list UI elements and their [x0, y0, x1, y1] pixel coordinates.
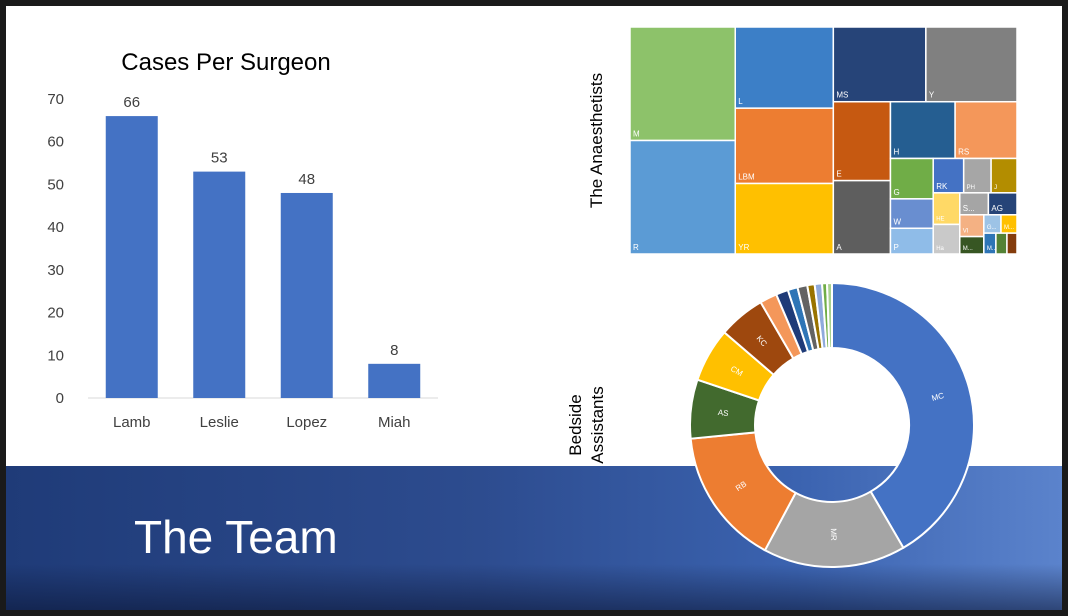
treemap-tile-label: Y: [929, 91, 935, 100]
treemap-tile-label: M...: [987, 246, 997, 252]
treemap-chart: The Anaesthetists M R L LBM YR MS Y E A H RS G W P RK PH…: [587, 26, 1018, 255]
treemap-tile-label: YR: [738, 243, 749, 252]
treemap-tile: [889, 227, 934, 255]
x-tick-label: Lamb: [113, 414, 151, 431]
donut-title-line: Bedside: [566, 394, 585, 455]
treemap-tile: [734, 182, 835, 255]
treemap-tile-label: S...: [963, 204, 975, 213]
donut-slice-label: AS: [717, 408, 729, 418]
treemap-tile-label: J: [994, 185, 997, 191]
treemap-tile-label: H: [893, 147, 899, 156]
treemap-tile-label: W: [893, 217, 901, 226]
treemap-tile-label: HE: [936, 216, 944, 222]
treemap-tile-label: A: [836, 243, 842, 252]
treemap-tile-label: Ha: [936, 246, 944, 252]
treemap-tile: [932, 192, 961, 226]
bar-chart-title: Cases Per Surgeon: [121, 49, 330, 76]
slide: The Team Cases Per Surgeon 0 10 20 30 40 50 60 7…: [6, 6, 1062, 610]
treemap-tile: [629, 26, 736, 142]
y-tick-label: 10: [47, 347, 64, 364]
treemap-tile: [832, 26, 927, 103]
y-tick-label: 50: [47, 176, 64, 193]
bar-lamb: [105, 116, 158, 398]
x-tick-label: Leslie: [200, 414, 239, 431]
bar-lopez: [280, 192, 333, 398]
y-tick-label: 70: [47, 91, 64, 108]
treemap-tile: [932, 223, 961, 255]
donut-title-line: Assistants: [588, 386, 607, 463]
treemap-tile-label: L: [738, 97, 743, 106]
y-tick-label: 30: [47, 262, 64, 279]
donut-slice-label: MR: [829, 528, 838, 541]
y-tick-label: 40: [47, 219, 64, 236]
treemap-tile-label: M...: [1004, 225, 1014, 231]
treemap-tile-label: LBM: [738, 172, 755, 181]
treemap-tile: [629, 139, 736, 255]
bar-value-label: 48: [298, 171, 315, 188]
treemap-tile-label: M: [633, 130, 640, 139]
treemap-tile: [889, 157, 934, 200]
donut-slice-label: MC: [931, 391, 946, 403]
treemap-tile-label: MS: [836, 91, 848, 100]
treemap-tile-label: RS: [958, 147, 969, 156]
treemap-tile-label: G: [893, 188, 899, 197]
bar-chart: Cases Per Surgeon 0 10 20 30 40 50 60 70 66 Lamb 53…: [47, 49, 438, 431]
bar-value-label: 53: [211, 150, 228, 167]
treemap-title: The Anaesthetists: [587, 73, 606, 208]
treemap-tile-label: M...: [963, 246, 973, 252]
treemap-tile-label: R: [633, 243, 639, 252]
slide-title: The Team: [134, 511, 338, 563]
bar-value-label: 8: [390, 342, 398, 359]
donut-slice: [831, 281, 975, 550]
bar-leslie: [193, 171, 246, 398]
treemap-tile: [925, 26, 1018, 103]
treemap-tile-label: RK: [936, 182, 948, 191]
y-tick-label: 0: [56, 390, 64, 407]
y-tick-label: 20: [47, 305, 64, 322]
donut-slice: [825, 281, 833, 350]
x-tick-label: Lopez: [286, 414, 327, 431]
title-band-shade: [6, 564, 1062, 610]
bar-miah: [368, 363, 421, 398]
treemap-tile: [1006, 232, 1018, 255]
treemap-tile: [962, 157, 992, 194]
treemap-tile-label: AG: [991, 204, 1003, 213]
treemap-tile-label: PH: [967, 185, 975, 191]
treemap-tile-label: VI: [963, 229, 969, 235]
treemap-tile-label: P: [893, 243, 898, 252]
donut-title: Bedside Assistants: [566, 386, 607, 463]
x-tick-label: Miah: [378, 414, 411, 431]
treemap-tile: [832, 179, 892, 255]
treemap-tile-label: G...: [987, 225, 997, 231]
treemap-tile: [954, 100, 1018, 160]
y-tick-label: 60: [47, 134, 64, 151]
treemap-tile-label: E: [836, 170, 841, 179]
bar-value-label: 66: [123, 94, 140, 111]
